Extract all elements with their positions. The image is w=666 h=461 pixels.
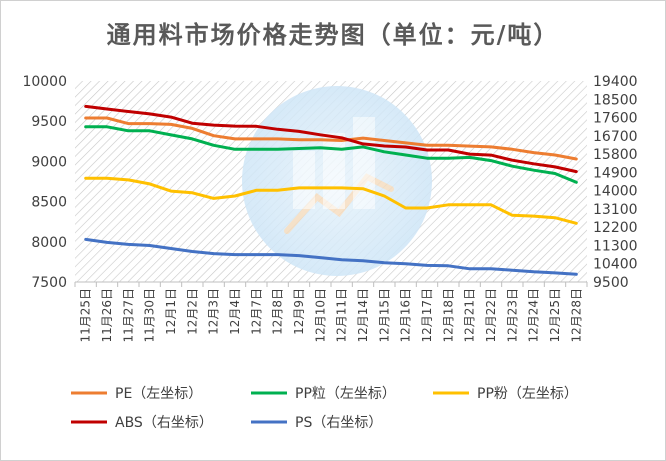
x-tick-label: 12月18日 <box>441 288 455 343</box>
x-tick-label: 12月23日 <box>505 288 519 343</box>
left-y-tick-label: 9000 <box>31 154 67 170</box>
right-y-tick-label: 15800 <box>593 147 638 163</box>
right-y-tick-label: 19400 <box>593 74 638 90</box>
x-tick-label: 12月16日 <box>399 288 413 343</box>
series-line-3 <box>84 104 578 174</box>
x-tick-label: 12月10日 <box>313 288 327 343</box>
x-tick-label: 12月2日 <box>185 288 199 335</box>
x-tick-label: 12月28日 <box>569 288 583 343</box>
left-y-tick-label: 8500 <box>31 195 67 211</box>
x-tick-label: 12月4日 <box>228 288 242 335</box>
x-tick-label: 12月11日 <box>335 288 349 343</box>
right-y-tick-label: 14900 <box>593 165 638 181</box>
x-tick-label: 12月15日 <box>377 288 391 343</box>
x-tick-label: 11月26日 <box>100 288 114 343</box>
x-tick-label: 12月24日 <box>527 288 541 343</box>
series-line-1 <box>84 125 578 184</box>
left-y-tick-label: 10000 <box>22 74 67 90</box>
chart-title: 通用料市场价格走势图（单位：元/吨） <box>107 20 560 49</box>
x-tick-label: 12月17日 <box>420 288 434 343</box>
right-y-axis: 19400 18500 17600 16700 15800 14900 14000 13100… <box>593 74 638 291</box>
series-lines <box>84 104 578 276</box>
watermark-logo <box>242 86 432 276</box>
right-y-tick-label: 13100 <box>593 202 638 218</box>
legend-label: PP粒（左坐标） <box>295 386 396 402</box>
right-y-tick-label: 17600 <box>593 111 638 127</box>
series-line-4 <box>84 237 578 276</box>
x-tick-label: 12月14日 <box>356 288 370 343</box>
series-line-0 <box>84 116 578 161</box>
x-tick-label: 12月7日 <box>249 288 263 335</box>
x-tick-label: 11月27日 <box>121 288 135 343</box>
right-y-tick-label: 9500 <box>593 275 629 291</box>
right-y-tick-label: 11300 <box>593 238 638 254</box>
x-tick-label: 12月9日 <box>292 288 306 335</box>
x-tick-label: 11月25日 <box>79 288 93 343</box>
x-tick-label: 12月8日 <box>271 288 285 335</box>
series-line-2 <box>84 176 578 225</box>
legend-label: PE（左坐标） <box>115 386 202 402</box>
legend-label: ABS（右坐标） <box>115 415 213 431</box>
x-tick-label: 12月21日 <box>463 288 477 343</box>
x-tick-label: 12月22日 <box>484 288 498 343</box>
left-y-tick-label: 7500 <box>31 275 67 291</box>
right-y-tick-label: 12200 <box>593 220 638 236</box>
x-tick-label: 11月30日 <box>143 288 157 343</box>
legend-label: PP粉（左坐标） <box>477 386 578 402</box>
x-tick-label: 12月1日 <box>164 288 178 335</box>
left-y-tick-label: 8000 <box>31 235 67 251</box>
legend: PE（左坐标） PP粒（左坐标） PP粉（左坐标） ABS（右坐标） PS（右坐标） <box>71 386 578 431</box>
right-y-tick-label: 18500 <box>593 92 638 108</box>
left-y-axis: 10000 9500 9000 8500 8000 7500 <box>22 74 67 291</box>
left-y-tick-label: 9500 <box>31 114 67 130</box>
x-axis: 11月25日 11月26日 11月27日 11月30日 12月1日 12月2日 12月3日 1… <box>74 281 588 343</box>
right-y-tick-label: 10400 <box>593 257 638 273</box>
right-y-tick-label: 16700 <box>593 129 638 145</box>
x-tick-label: 12月25日 <box>548 288 562 343</box>
x-tick-label: 12月3日 <box>207 288 221 335</box>
right-y-tick-label: 14000 <box>593 184 638 200</box>
legend-label: PS（右坐标） <box>295 415 382 431</box>
